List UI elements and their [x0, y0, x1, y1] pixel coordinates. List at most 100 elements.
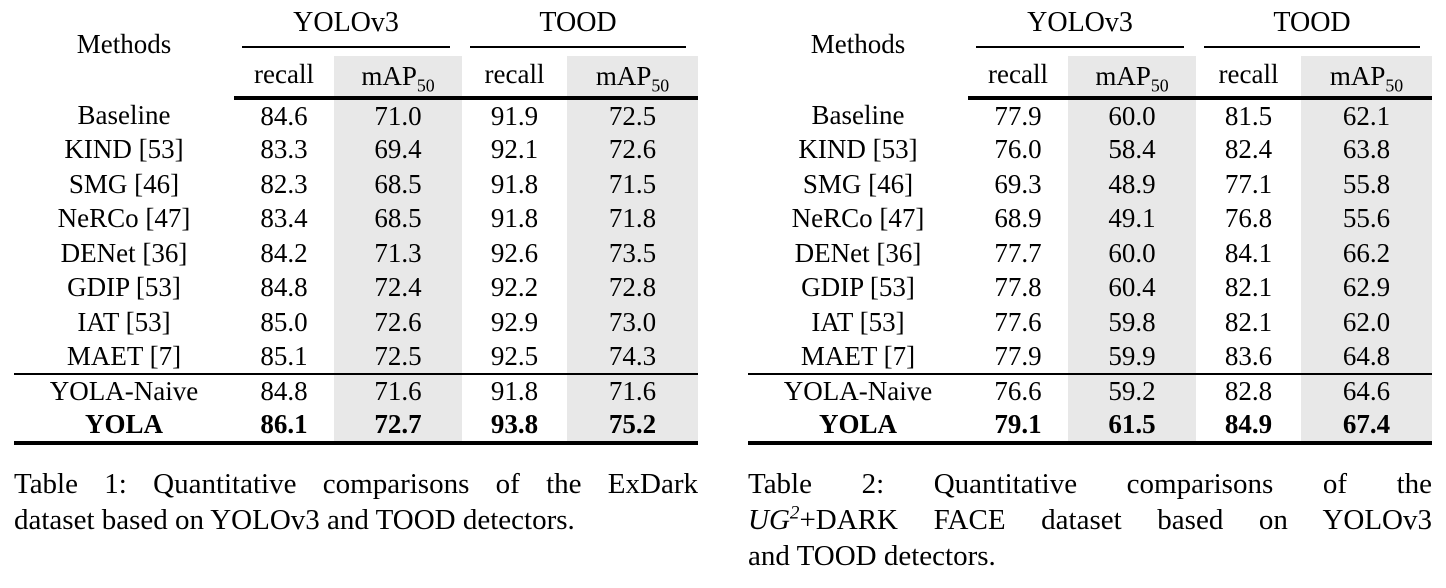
table-row-baseline: Baseline 77.9 60.0 81.5 62.1: [748, 98, 1433, 133]
value-cell: 85.0: [260, 306, 308, 337]
value-cell: 84.1: [1224, 237, 1273, 268]
table-row-smg-46: SMG [46] 69.3 48.9 77.1 55.8: [748, 167, 1433, 202]
caption-text: dataset based on YOLOv3 and TOOD detecto…: [14, 504, 575, 536]
value-cell: 64.8: [1301, 339, 1433, 374]
page: Methods YOLOv3 TOOD recall mAP50 recall mAP…: [14, 4, 1433, 574]
value-cell: 71.5: [567, 167, 699, 202]
value-cell: 76.6: [968, 373, 1068, 409]
value-cell: 77.1: [1224, 168, 1273, 199]
method-cell: YOLA-Naive: [748, 373, 968, 409]
group-header-yolov3-cell: YOLOv3: [968, 4, 1196, 52]
value-cell: 72.4: [334, 270, 463, 305]
value-cell: 86.1: [234, 408, 334, 445]
value-cell: 79.1: [968, 408, 1068, 445]
method-cell: GDIP [53]: [801, 272, 915, 303]
value-cell: 69.3: [994, 168, 1042, 199]
method-cell: YOLA-Naive: [14, 373, 234, 409]
value-cell: 76.0: [994, 134, 1042, 165]
value-cell: 66.2: [1301, 236, 1433, 271]
value-cell: 55.8: [1301, 167, 1433, 202]
value-cell: 82.1: [1224, 306, 1273, 337]
table-2-sub-header-row: recall mAP50 recall mAP50: [748, 48, 1433, 100]
value-cell: 91.8: [462, 373, 568, 409]
table-1-group-header-row: Methods YOLOv3 TOOD: [14, 4, 698, 59]
value-cell: 76.8: [1224, 203, 1273, 234]
table-row-yola: YOLA 86.1 72.7 93.8 75.2: [14, 408, 699, 445]
value-cell: 82.8: [1196, 373, 1302, 409]
value-cell: 77.7: [994, 237, 1042, 268]
value-cell: 72.7: [334, 408, 463, 445]
method-cell: NeRCo [47]: [791, 203, 925, 234]
value-cell: 72.8: [567, 270, 699, 305]
value-cell: 77.9: [994, 340, 1042, 371]
table-row-smg-46: SMG [46] 82.3 68.5 91.8 71.5: [14, 167, 699, 202]
caption-text: Table 1: Quantitative comparisons of the…: [14, 468, 698, 500]
value-cell: 62.1: [1301, 98, 1433, 133]
group-header-tood: TOOD: [470, 7, 687, 48]
group-header-tood: TOOD: [1204, 7, 1421, 48]
method-cell: SMG [46]: [802, 168, 914, 199]
value-cell: 59.9: [1068, 339, 1197, 374]
method-cell: GDIP [53]: [67, 272, 181, 303]
method-cell: SMG [46]: [68, 168, 180, 199]
value-cell: 84.2: [260, 237, 308, 268]
value-cell: 73.5: [567, 236, 699, 271]
value-cell: 74.3: [567, 339, 699, 374]
value-cell: 77.6: [994, 306, 1042, 337]
group-header-yolov3-cell: YOLOv3: [234, 4, 462, 52]
col-header-subscript: 50: [416, 74, 435, 95]
value-cell: 67.4: [1301, 408, 1433, 445]
value-cell: 83.3: [260, 134, 308, 165]
table-2-group-header-row: Methods YOLOv3 TOOD: [748, 4, 1432, 59]
table-row-yola-naive: YOLA-Naive 76.6 59.2 82.8 64.6: [748, 373, 1433, 409]
value-cell: 60.4: [1068, 270, 1197, 305]
caption-line: dataset based on YOLOv3 and TOOD detecto…: [14, 502, 698, 538]
value-cell: 68.5: [334, 167, 463, 202]
caption-text: UG: [748, 504, 790, 536]
value-cell: 71.3: [334, 236, 463, 271]
col-header-recall: recall: [462, 52, 568, 100]
value-cell: 91.8: [490, 168, 539, 199]
table-2-figure: Methods YOLOv3 TOOD recall mAP50 recall mAP…: [748, 4, 1433, 574]
col-header-map50: mAP50: [567, 48, 699, 100]
value-cell: 61.5: [1068, 408, 1197, 445]
table-row-gdip-53: GDIP [53] 77.8 60.4 82.1 62.9: [748, 270, 1433, 305]
methods-header: Methods: [76, 28, 172, 59]
caption-text: and TOOD detectors.: [748, 540, 996, 572]
table-row-iat-53: IAT [53] 77.6 59.8 82.1 62.0: [748, 305, 1433, 340]
method-cell: KIND [53]: [64, 134, 184, 165]
caption-line: Table 1: Quantitative comparisons of the…: [14, 466, 698, 502]
col-header-map50: mAP50: [1068, 48, 1197, 100]
method-cell: KIND [53]: [798, 134, 918, 165]
caption-text: Table 2: Quantitative comparisons of the: [748, 468, 1432, 500]
value-cell: 69.4: [334, 132, 463, 167]
table-2: Methods YOLOv3 TOOD recall mAP50 recall mAP…: [748, 4, 1433, 445]
caption-line: and TOOD detectors.: [748, 538, 1432, 574]
value-cell: 48.9: [1068, 167, 1197, 202]
method-cell: DENet [36]: [60, 237, 188, 268]
table-row-nerco-47: NeRCo [47] 83.4 68.5 91.8 71.8: [14, 201, 699, 236]
value-cell: 71.6: [334, 373, 463, 409]
value-cell: 92.6: [490, 237, 539, 268]
caption-line: Table 2: Quantitative comparisons of the: [748, 466, 1432, 502]
value-cell: 68.9: [994, 203, 1042, 234]
method-cell: Baseline: [77, 99, 171, 130]
value-cell: 71.0: [334, 98, 463, 133]
method-cell: YOLA: [14, 408, 234, 445]
value-cell: 62.0: [1301, 305, 1433, 340]
method-cell: IAT [53]: [77, 306, 171, 337]
value-cell: 68.5: [334, 201, 463, 236]
value-cell: 92.1: [490, 134, 539, 165]
value-cell: 58.4: [1068, 132, 1197, 167]
table-row-maet-7: MAET [7] 85.1 72.5 92.5 74.3: [14, 339, 699, 374]
value-cell: 91.8: [490, 203, 539, 234]
value-cell: 59.2: [1068, 373, 1197, 409]
value-cell: 71.6: [567, 373, 699, 409]
value-cell: 60.0: [1068, 98, 1197, 133]
value-cell: 72.6: [334, 305, 463, 340]
value-cell: 73.0: [567, 305, 699, 340]
table-row-yola: YOLA 79.1 61.5 84.9 67.4: [748, 408, 1433, 445]
table-1-body: Baseline 84.6 71.0 91.9 72.5 KIND [53] 83.3 69.…: [14, 98, 699, 445]
value-cell: 82.3: [260, 168, 308, 199]
value-cell: 72.5: [334, 339, 463, 374]
